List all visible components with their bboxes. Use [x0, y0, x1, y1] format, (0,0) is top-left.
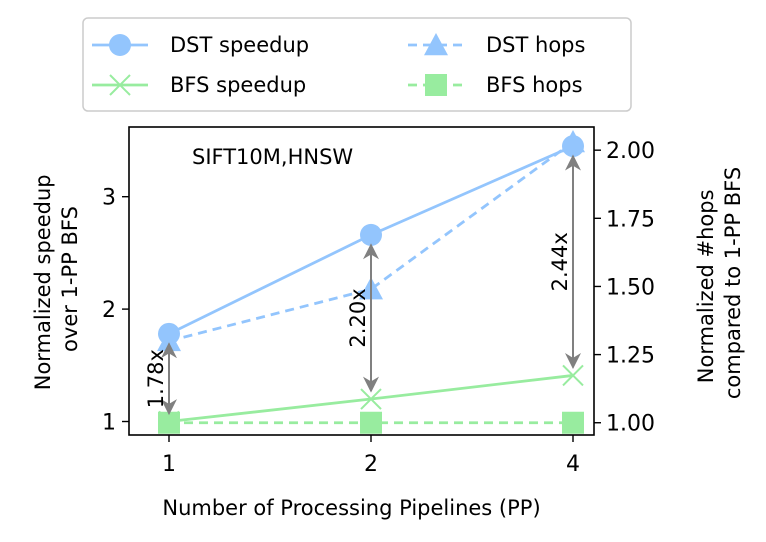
- legend-entry: BFS speedup: [92, 73, 306, 97]
- x-axis-label: Number of Processing Pipelines (PP): [162, 496, 540, 520]
- legend-marker: [425, 74, 447, 96]
- speedup-arrow: 1.78x: [144, 342, 177, 416]
- data-point: [561, 129, 585, 153]
- data-point: [158, 411, 180, 434]
- legend-label: DST hops: [486, 33, 585, 57]
- y-axis-left: 1 2 3: [102, 186, 129, 436]
- legend-marker: [109, 74, 131, 96]
- legend-marker: [424, 33, 448, 56]
- x-axis: 1 2 4: [162, 435, 580, 477]
- plot-frame: [128, 126, 595, 436]
- legend-label: BFS hops: [486, 73, 583, 97]
- legend-entry: BFS hops: [408, 73, 583, 97]
- y-axis-right-label-line-2: compared to 1-PP BFS: [721, 167, 745, 399]
- legend-label: BFS speedup: [170, 73, 306, 97]
- data-point: [562, 411, 584, 434]
- chart-annotation: SIFT10M,HNSW: [192, 145, 353, 169]
- x-tick-label: 1: [162, 452, 176, 477]
- y-left-tick-label: 3: [102, 186, 116, 211]
- y-axis-right-label-line-1: Normalized #hops: [694, 189, 718, 383]
- y-axis-left-label: Normalized speedup over 1-PP BFS: [31, 168, 82, 391]
- plot-area: 1.78x 2.20x 2.44x: [128, 126, 595, 436]
- legend-entry: DST speedup: [92, 33, 309, 57]
- series-line: [168, 140, 574, 343]
- legend: DST speedup DST hops BFS speedup BFS hops: [82, 17, 632, 112]
- y-right-tick-label: 1.00: [606, 412, 655, 437]
- arrow-label: 2.44x: [548, 232, 572, 291]
- y-axis-left-label-line-2: over 1-PP BFS: [58, 206, 82, 352]
- series-bfs-hops: [158, 411, 584, 434]
- arrow-label: 2.20x: [346, 288, 370, 347]
- y-left-tick-label: 2: [102, 298, 116, 323]
- data-point: [360, 411, 382, 434]
- speedup-arrow: 2.20x: [346, 243, 379, 393]
- legend-frame: [82, 17, 632, 112]
- arrow-label: 1.78x: [144, 349, 168, 408]
- x-tick-label: 4: [566, 452, 580, 477]
- y-axis-left-label-line-1: Normalized speedup: [31, 174, 55, 390]
- y-right-tick-label: 1.25: [606, 344, 655, 369]
- y-axis-right: 1.00 1.25 1.50 1.75 2.00: [594, 139, 655, 437]
- data-point: [360, 223, 382, 246]
- y-right-tick-label: 2.00: [606, 139, 655, 164]
- legend-label: DST speedup: [170, 33, 309, 57]
- y-axis-right-label: Normalized #hops compared to 1-PP BFS: [694, 167, 745, 399]
- legend-entry: DST hops: [408, 33, 585, 57]
- legend-marker: [109, 34, 131, 56]
- y-right-tick-label: 1.75: [606, 207, 655, 232]
- speedup-arrow: 2.44x: [548, 154, 581, 370]
- x-tick-label: 2: [364, 452, 378, 477]
- y-right-tick-label: 1.50: [606, 275, 655, 300]
- y-left-tick-label: 1: [102, 411, 116, 436]
